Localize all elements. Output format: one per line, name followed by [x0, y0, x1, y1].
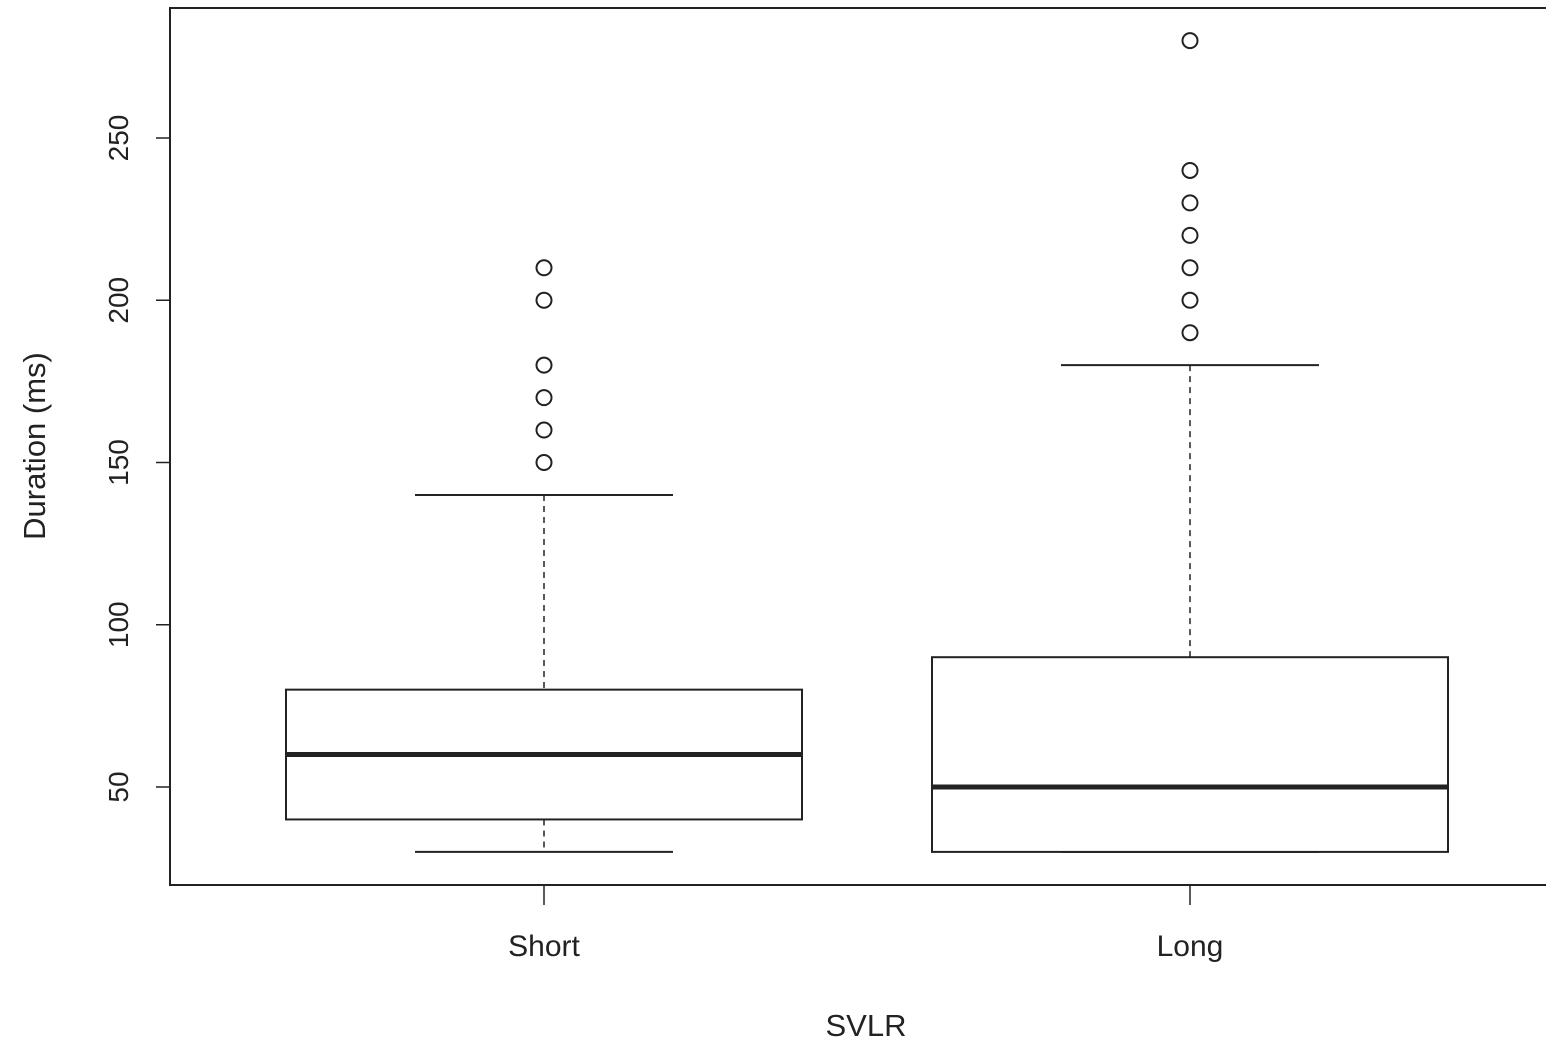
- outlier-point: [535, 356, 553, 374]
- y-tick-label: 50: [103, 771, 134, 802]
- axes-layer: 50 100 150 200 250 Short Long: [103, 115, 1223, 963]
- outlier-point: [1181, 194, 1199, 212]
- outlier-point: [1181, 291, 1199, 309]
- outlier-point: [1181, 32, 1199, 50]
- outlier-point: [1181, 259, 1199, 277]
- box-group-short: [285, 259, 803, 853]
- boxes-layer: [285, 32, 1449, 853]
- x-tick-label-short: Short: [508, 930, 580, 963]
- x-axis-label: SVLR: [826, 1008, 907, 1042]
- outlier-point: [535, 389, 553, 407]
- y-tick-label: 250: [103, 115, 134, 162]
- outlier-point: [535, 421, 553, 439]
- outlier-point: [1181, 226, 1199, 244]
- y-tick-label: 150: [103, 439, 134, 486]
- outlier-point: [535, 259, 553, 277]
- y-axis-label: Duration (ms): [17, 352, 52, 540]
- outlier-point: [535, 291, 553, 309]
- outlier-point: [535, 454, 553, 471]
- y-tick-label: 100: [103, 601, 134, 648]
- plot-frame: [169, 7, 1546, 886]
- outlier-point: [1181, 324, 1199, 342]
- box-long: [931, 656, 1449, 853]
- x-tick-label-long: Long: [1157, 930, 1224, 963]
- y-tick-label: 200: [103, 277, 134, 324]
- outlier-point: [1181, 161, 1199, 179]
- box-group-long: [931, 32, 1449, 853]
